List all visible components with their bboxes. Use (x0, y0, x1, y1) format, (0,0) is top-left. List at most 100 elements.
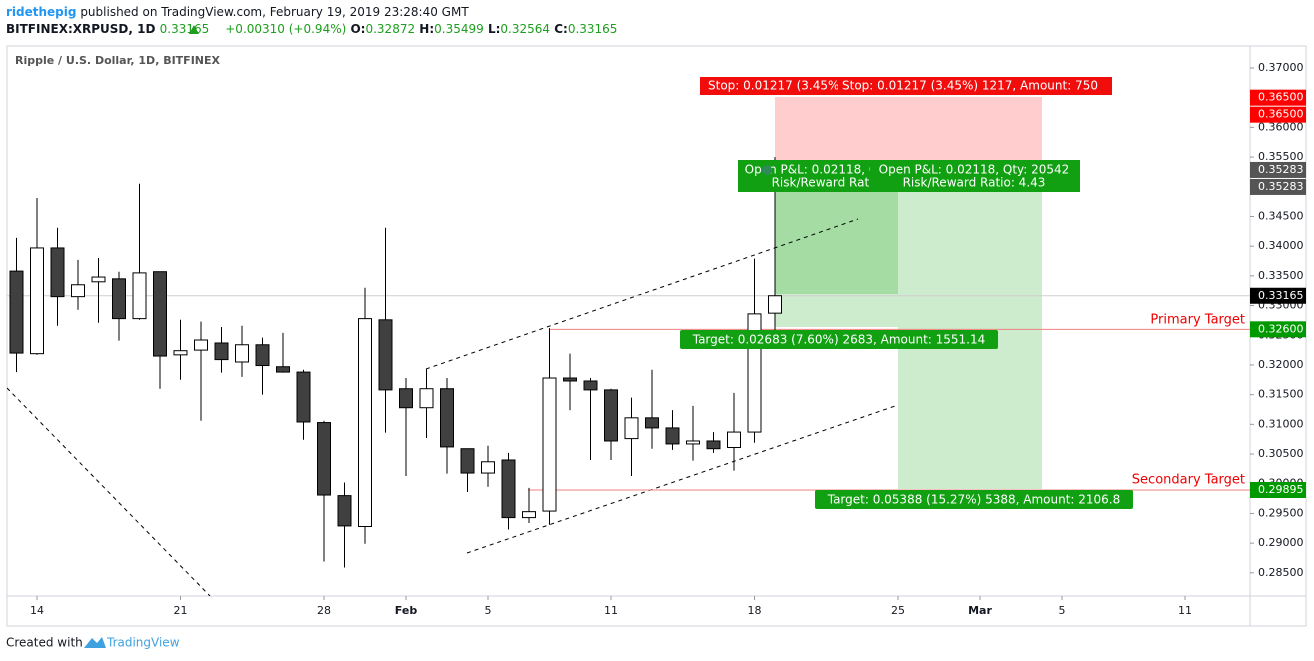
candle-body (317, 422, 331, 496)
stop-label: Stop: 0.01217 (3.45%) 1217, Amount: 750 (842, 79, 1098, 93)
candle-body (30, 247, 44, 355)
candle-body (583, 380, 598, 391)
candle-body (132, 272, 147, 320)
rr-label: Risk/Reward Ratio: 4.43 (772, 176, 915, 190)
y-tick-label: 0.31500 (1258, 388, 1304, 401)
price-label-box (1250, 287, 1306, 304)
x-tick-label: 5 (1059, 604, 1066, 617)
ohlc-value: 0.35499 (434, 22, 484, 36)
price-label: 0.33165 (1258, 289, 1304, 302)
price-label-box (1250, 161, 1306, 178)
y-tick-label: 0.36000 (1258, 120, 1304, 133)
candle-body (768, 295, 782, 314)
candle-body (604, 389, 618, 442)
trend-line (466, 404, 899, 554)
y-tick-label: 0.34000 (1258, 239, 1304, 252)
footer-text: Created with (6, 636, 83, 650)
price-label-box (1250, 321, 1306, 338)
stop-box (700, 77, 1112, 95)
x-tick-label: 21 (174, 604, 188, 617)
primary-target: Primary Target (1150, 313, 1245, 328)
x-tick-label: 28 (317, 604, 331, 617)
candle-body (399, 388, 413, 409)
chart-title: Ripple / U.S. Dollar, 1D, BITFINEX (15, 54, 221, 67)
candle-body (645, 417, 659, 429)
x-tick-label: 18 (748, 604, 762, 617)
y-tick-label: 0.32000 (1258, 358, 1304, 371)
ohlc-label: C: (554, 22, 568, 36)
candle-body (235, 344, 249, 363)
price-label: 0.29895 (1258, 483, 1304, 496)
candle-body (9, 270, 24, 354)
plot (7, 157, 1250, 568)
candle-body (194, 339, 208, 351)
candle-body (624, 417, 639, 440)
candle-body (481, 461, 495, 474)
pnl-box (738, 160, 1080, 192)
candle-body (153, 271, 167, 357)
candle-body (255, 344, 270, 367)
candle-body (276, 366, 290, 373)
x-tick-label: Feb (395, 604, 418, 617)
handle (762, 165, 772, 175)
candle-body (440, 388, 454, 448)
footer-brand: TradingView (106, 636, 180, 650)
candle-body (358, 318, 372, 528)
ohlc-label: L: (488, 22, 500, 36)
x-tick-label: Mar (968, 604, 992, 617)
candle-body (296, 371, 311, 423)
last-price: 0.33165 (160, 22, 210, 36)
frame (6, 45, 1307, 627)
candle-body (173, 350, 188, 356)
y-tick-label: 0.35500 (1258, 150, 1304, 163)
profit-zone (775, 294, 898, 327)
header-line: ridethepig published on TradingView.com,… (6, 5, 469, 19)
stop-label: Stop: 0.01217 (3.45%) 1217, Amount: 750 (708, 79, 964, 93)
price-label-box (1250, 178, 1306, 195)
y-tick-label: 0.34500 (1258, 209, 1304, 222)
y-tick-label: 0.30500 (1258, 447, 1304, 460)
x-tick-label: 14 (30, 604, 44, 617)
target-label: Target: 0.05388 (15.27%) 5388, Amount: 2… (827, 493, 1121, 507)
candle-body (501, 459, 516, 519)
author: ridethepig (6, 5, 76, 19)
price-label: 0.36500 (1258, 108, 1304, 121)
target-box (680, 330, 998, 349)
price-label-box (1250, 106, 1306, 123)
y-tick-label: 0.33500 (1258, 269, 1304, 282)
y-tick-label: 0.29000 (1258, 536, 1304, 549)
candle-body (727, 431, 741, 449)
published: published on TradingView.com, February 1… (80, 5, 469, 19)
ohlc-value: 0.32872 (365, 22, 415, 36)
x-tick-label: 5 (485, 604, 492, 617)
price-label: 0.36500 (1258, 91, 1304, 104)
candle-body (50, 247, 65, 298)
x-tick-label: 25 (891, 604, 905, 617)
ohlc-value: 0.32564 (500, 22, 550, 36)
target-box (815, 490, 1133, 509)
candle-body (460, 448, 475, 474)
price-label: 0.35283 (1258, 180, 1304, 193)
y-tick-label: 0.31000 (1258, 417, 1304, 430)
pnl-label: Open P&L: 0.02118, Qty: 20542 (745, 163, 936, 177)
candle-body (665, 427, 680, 445)
trend-line (7, 387, 211, 596)
candle-body (563, 377, 577, 382)
profit-zone (775, 192, 898, 294)
rr-label: Risk/Reward Ratio: 4.43 (903, 176, 1046, 190)
y-tick-label: 0.28500 (1258, 566, 1304, 579)
candle-body (337, 495, 352, 527)
candle-body (542, 377, 557, 512)
x-tick-label: 11 (604, 604, 618, 617)
price-label: 0.35283 (1258, 163, 1304, 176)
ohlc-label: H: (419, 22, 434, 36)
candle-body (686, 440, 700, 445)
candle-body (71, 284, 85, 298)
price-label-box (1250, 481, 1306, 498)
change: +0.00310 (+0.94%) (225, 22, 346, 36)
y-tick-label: 0.29500 (1258, 506, 1304, 519)
price-label: 0.32600 (1258, 322, 1304, 335)
ohlc-label: O: (350, 22, 365, 36)
